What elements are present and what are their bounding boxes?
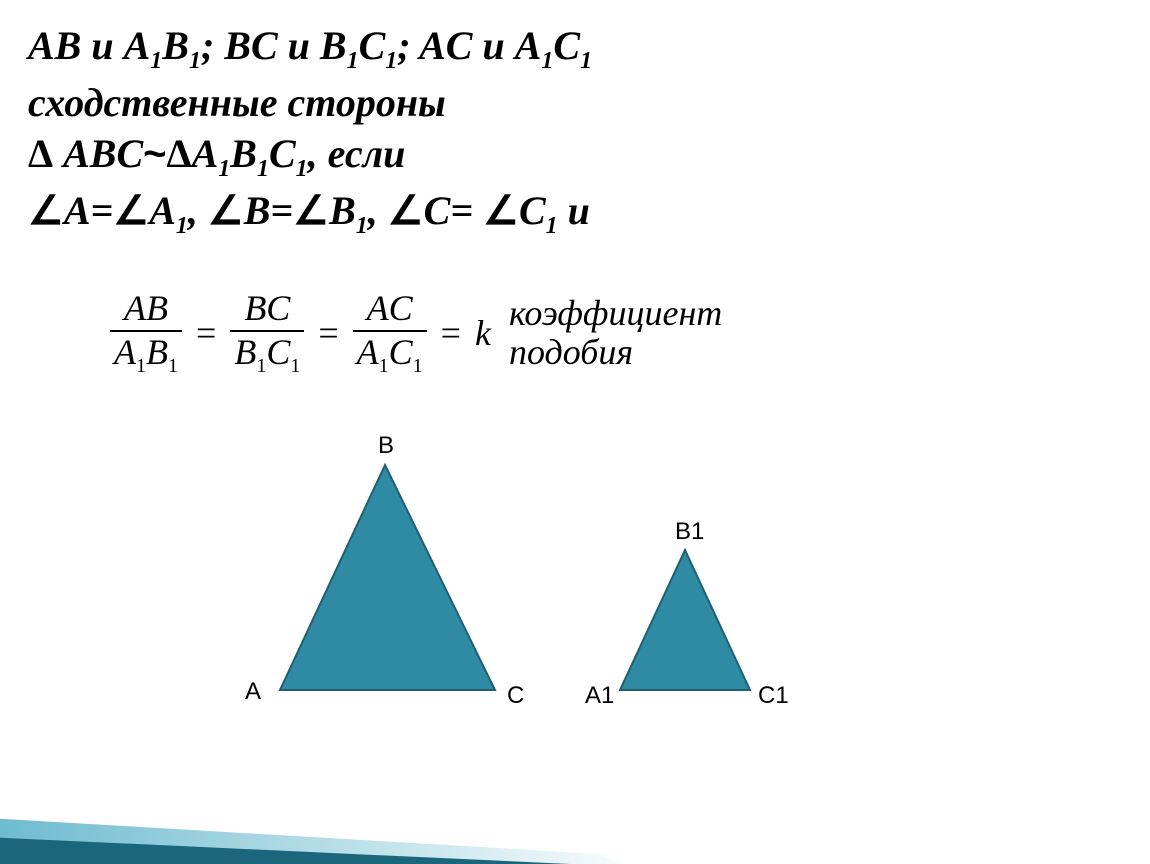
triangles-svg — [250, 430, 900, 740]
s: 1 — [385, 48, 397, 74]
denominator: B1C1 — [230, 334, 304, 377]
t: ; AC и A — [397, 23, 541, 68]
s: 1 — [290, 355, 300, 377]
t: , — [188, 188, 208, 233]
equals: = — [441, 312, 461, 354]
label-A1: A1 — [585, 682, 614, 710]
t: C — [359, 23, 386, 68]
equals: = — [318, 312, 338, 354]
angle-symbol: ∠ — [483, 188, 519, 233]
fraction-1: AB A1B1 — [110, 290, 182, 377]
s: 1 — [150, 48, 162, 74]
s: 1 — [356, 213, 368, 239]
numerator: AB — [120, 290, 172, 328]
tilde-symbol: ~ — [143, 132, 166, 176]
t: ; BC и B — [201, 23, 347, 68]
definition-text: AB и A1B1; BC и B1C1; AC и A1C1 сходстве… — [28, 20, 1118, 241]
coef-line-1: коэффициент — [509, 293, 722, 333]
accent-gradient — [0, 814, 660, 864]
s: 1 — [218, 156, 230, 182]
coef-line-2: подобия — [509, 332, 633, 372]
t: C — [553, 23, 580, 68]
fraction-3: AC A1C1 — [353, 290, 427, 377]
k-value: k — [475, 312, 491, 354]
line-4: ∠A=∠A1, ∠B=∠B1, ∠C= ∠C1 и — [28, 185, 1118, 242]
s: 1 — [257, 156, 269, 182]
numerator: AC — [363, 290, 417, 328]
triangle-symbol: Δ — [166, 131, 191, 176]
t: , если — [308, 131, 406, 176]
label-B: B — [378, 432, 394, 460]
t: и — [558, 188, 590, 233]
triangles-diagram: A B C A1 B1 C1 — [250, 430, 900, 740]
d: C — [266, 332, 290, 372]
line-3: Δ ABC~ΔA1B1C1, если — [28, 128, 1118, 185]
formula-block: AB A1B1 = BC B1C1 = AC A1C1 = k коэффици… — [110, 290, 722, 377]
t: A — [149, 188, 176, 233]
angle-symbol: ∠ — [28, 188, 64, 233]
numerator: BC — [240, 290, 294, 328]
angle-symbol: ∠ — [113, 188, 149, 233]
d: A — [114, 332, 136, 372]
d: C — [389, 332, 413, 372]
t: B — [329, 188, 356, 233]
angle-symbol: ∠ — [388, 188, 424, 233]
s: 1 — [379, 355, 389, 377]
t: A — [192, 131, 219, 176]
label-C1: C1 — [758, 682, 789, 710]
t: C= — [424, 188, 483, 233]
s: 1 — [580, 48, 592, 74]
t: , — [368, 188, 388, 233]
denominator: A1C1 — [353, 334, 427, 377]
s: 1 — [296, 156, 308, 182]
t: AB и A — [28, 23, 150, 68]
label-A: A — [245, 678, 261, 706]
d: B — [146, 332, 168, 372]
t: ABC — [53, 131, 143, 176]
s: 1 — [413, 355, 423, 377]
slide: AB и A1B1; BC и B1C1; AC и A1C1 сходстве… — [0, 0, 1150, 864]
triangle-large — [280, 465, 495, 690]
s: 1 — [176, 213, 188, 239]
t: A= — [64, 188, 113, 233]
t: B — [162, 23, 189, 68]
s: 1 — [189, 48, 201, 74]
line-1: AB и A1B1; BC и B1C1; AC и A1C1 — [28, 20, 1118, 77]
angle-symbol: ∠ — [293, 188, 329, 233]
t: C — [269, 131, 296, 176]
s: 1 — [168, 355, 178, 377]
triangle-symbol: Δ — [28, 131, 53, 176]
t: сходственные стороны — [28, 80, 446, 125]
s: 1 — [546, 213, 558, 239]
s: 1 — [541, 48, 553, 74]
label-B1: B1 — [675, 518, 704, 546]
denominator: A1B1 — [110, 334, 182, 377]
s: 1 — [136, 355, 146, 377]
angle-symbol: ∠ — [208, 188, 244, 233]
t: B — [230, 131, 257, 176]
equals: = — [196, 312, 216, 354]
fraction-2: BC B1C1 — [230, 290, 304, 377]
d: A — [357, 332, 379, 372]
accent-decoration — [0, 774, 680, 864]
ratio-formula: AB A1B1 = BC B1C1 = AC A1C1 = k — [110, 290, 491, 377]
s: 1 — [256, 355, 266, 377]
t: C — [519, 188, 546, 233]
accent-solid — [0, 834, 620, 864]
triangle-small — [620, 550, 750, 690]
line-2: сходственные стороны — [28, 77, 1118, 128]
label-C: C — [507, 682, 524, 710]
t: B= — [244, 188, 293, 233]
s: 1 — [347, 48, 359, 74]
coefficient-label: коэффициент подобия — [509, 294, 722, 373]
d: B — [234, 332, 256, 372]
